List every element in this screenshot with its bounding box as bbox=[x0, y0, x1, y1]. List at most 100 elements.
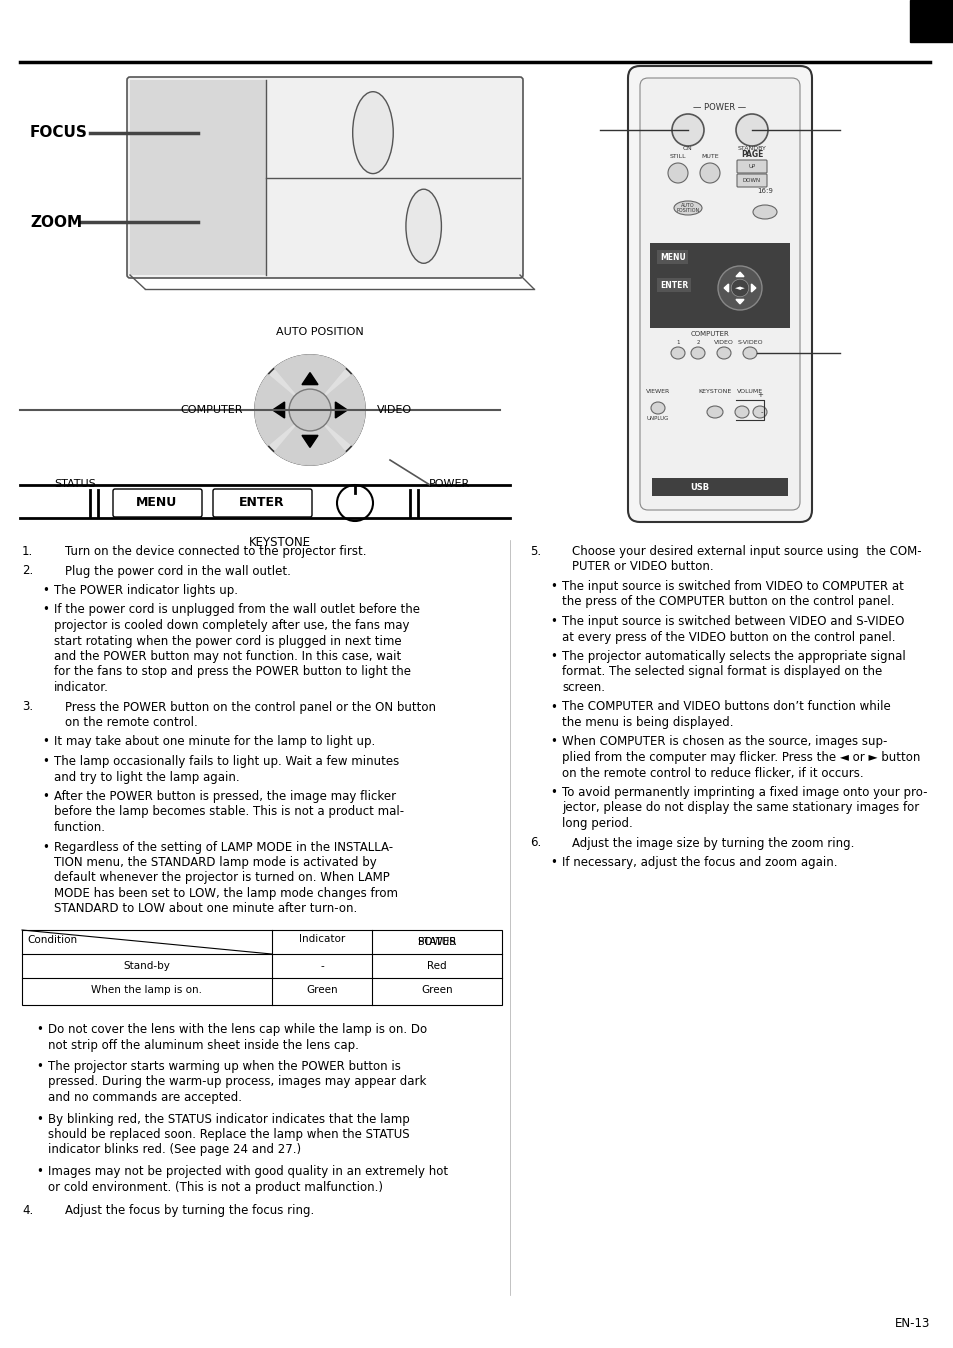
Text: Images may not be projected with good quality in an extremely hot: Images may not be projected with good qu… bbox=[48, 1165, 448, 1178]
Text: Press the POWER button on the control panel or the ON button: Press the POWER button on the control pa… bbox=[65, 701, 436, 713]
Text: VIEWER: VIEWER bbox=[645, 390, 669, 394]
Text: plied from the computer may flicker. Press the ◄ or ► button: plied from the computer may flicker. Pre… bbox=[561, 751, 920, 764]
Bar bbox=[130, 80, 266, 275]
Wedge shape bbox=[274, 355, 345, 410]
Wedge shape bbox=[274, 410, 345, 465]
Text: Choose your desired external input source using  the COM-: Choose your desired external input sourc… bbox=[572, 545, 921, 558]
Text: STATUS: STATUS bbox=[54, 479, 95, 489]
Ellipse shape bbox=[706, 406, 722, 418]
Text: the press of the COMPUTER button on the control panel.: the press of the COMPUTER button on the … bbox=[561, 596, 894, 608]
Text: When the lamp is on.: When the lamp is on. bbox=[91, 985, 202, 995]
Text: The input source is switched between VIDEO and S-VIDEO: The input source is switched between VID… bbox=[561, 615, 903, 628]
Text: EN-13: EN-13 bbox=[894, 1317, 929, 1330]
Ellipse shape bbox=[670, 346, 684, 359]
Text: S-VIDEO: S-VIDEO bbox=[737, 340, 762, 345]
Text: long period.: long period. bbox=[561, 817, 632, 830]
Text: The COMPUTER and VIDEO buttons don’t function while: The COMPUTER and VIDEO buttons don’t fun… bbox=[561, 701, 890, 713]
Text: PUTER or VIDEO button.: PUTER or VIDEO button. bbox=[572, 561, 713, 573]
Text: 6.: 6. bbox=[530, 837, 540, 849]
Text: ENTER: ENTER bbox=[659, 280, 687, 290]
Polygon shape bbox=[335, 402, 347, 418]
Ellipse shape bbox=[752, 406, 766, 418]
Circle shape bbox=[289, 390, 331, 431]
Text: •: • bbox=[550, 736, 557, 748]
Text: and the POWER button may not function. In this case, wait: and the POWER button may not function. I… bbox=[54, 650, 401, 663]
Text: Regardless of the setting of LAMP MODE in the INSTALLA-: Regardless of the setting of LAMP MODE i… bbox=[54, 841, 393, 853]
Text: FOCUS: FOCUS bbox=[30, 125, 88, 140]
Text: MUTE: MUTE bbox=[700, 154, 718, 159]
Text: •: • bbox=[550, 856, 557, 869]
Text: ZOOM: ZOOM bbox=[30, 214, 82, 231]
Text: Condition: Condition bbox=[27, 936, 77, 945]
Text: KEYSTONE: KEYSTONE bbox=[698, 390, 731, 394]
Text: on the remote control.: on the remote control. bbox=[65, 716, 197, 729]
Circle shape bbox=[700, 163, 720, 183]
Ellipse shape bbox=[752, 205, 776, 218]
Text: -: - bbox=[320, 961, 323, 971]
Text: •: • bbox=[550, 786, 557, 799]
Wedge shape bbox=[310, 375, 365, 445]
Text: •: • bbox=[36, 1165, 43, 1178]
Text: Turn on the device connected to the projector first.: Turn on the device connected to the proj… bbox=[65, 545, 366, 558]
Text: •: • bbox=[36, 1112, 43, 1126]
Ellipse shape bbox=[650, 402, 664, 414]
Polygon shape bbox=[723, 284, 728, 293]
Polygon shape bbox=[302, 372, 317, 384]
Text: After the POWER button is pressed, the image may flicker: After the POWER button is pressed, the i… bbox=[54, 790, 395, 803]
Text: 3.: 3. bbox=[22, 701, 33, 713]
Circle shape bbox=[671, 115, 703, 146]
FancyBboxPatch shape bbox=[627, 66, 811, 522]
Text: start rotating when the power cord is plugged in next time: start rotating when the power cord is pl… bbox=[54, 635, 401, 647]
Text: POWER: POWER bbox=[417, 937, 456, 948]
Circle shape bbox=[254, 355, 365, 465]
Ellipse shape bbox=[734, 406, 748, 418]
Circle shape bbox=[718, 266, 761, 310]
Text: before the lamp becomes stable. This is not a product mal-: before the lamp becomes stable. This is … bbox=[54, 806, 404, 818]
Text: Green: Green bbox=[421, 985, 453, 995]
Text: When COMPUTER is chosen as the source, images sup-: When COMPUTER is chosen as the source, i… bbox=[561, 736, 886, 748]
Text: 4.: 4. bbox=[22, 1204, 33, 1217]
Text: COMPUTER: COMPUTER bbox=[180, 404, 243, 415]
Text: STATUS: STATUS bbox=[417, 937, 456, 948]
Bar bbox=[649, 243, 789, 328]
Text: Adjust the focus by turning the focus ring.: Adjust the focus by turning the focus ri… bbox=[65, 1204, 314, 1217]
Text: 1.: 1. bbox=[22, 545, 33, 558]
Text: STANDARD to LOW about one minute after turn-on.: STANDARD to LOW about one minute after t… bbox=[54, 903, 356, 915]
Text: and no commands are accepted.: and no commands are accepted. bbox=[48, 1091, 242, 1104]
Text: The projector starts warming up when the POWER button is: The projector starts warming up when the… bbox=[48, 1060, 400, 1073]
Text: MENU: MENU bbox=[136, 496, 177, 510]
Text: The POWER indicator lights up.: The POWER indicator lights up. bbox=[54, 584, 237, 597]
Polygon shape bbox=[735, 299, 743, 303]
Text: •: • bbox=[36, 1060, 43, 1073]
Text: should be replaced soon. Replace the lamp when the STATUS: should be replaced soon. Replace the lam… bbox=[48, 1128, 409, 1140]
Ellipse shape bbox=[690, 346, 704, 359]
Text: 2.: 2. bbox=[22, 565, 33, 577]
Text: USB: USB bbox=[690, 483, 709, 492]
Text: screen.: screen. bbox=[561, 681, 604, 694]
Text: MODE has been set to LOW, the lamp mode changes from: MODE has been set to LOW, the lamp mode … bbox=[54, 887, 397, 900]
Bar bbox=[651, 479, 787, 496]
Polygon shape bbox=[751, 284, 755, 293]
Text: •: • bbox=[42, 790, 49, 803]
Ellipse shape bbox=[353, 92, 393, 174]
FancyBboxPatch shape bbox=[127, 77, 522, 278]
Circle shape bbox=[336, 485, 373, 520]
Text: on the remote control to reduce flicker, if it occurs.: on the remote control to reduce flicker,… bbox=[561, 767, 862, 779]
FancyBboxPatch shape bbox=[737, 160, 766, 173]
Text: pressed. During the warm-up process, images may appear dark: pressed. During the warm-up process, ima… bbox=[48, 1076, 426, 1088]
Text: KEYSTONE: KEYSTONE bbox=[249, 537, 311, 549]
Text: jector, please do not display the same stationary images for: jector, please do not display the same s… bbox=[561, 802, 919, 814]
Text: ENTER: ENTER bbox=[239, 496, 285, 510]
Text: •: • bbox=[42, 841, 49, 853]
Text: By blinking red, the STATUS indicator indicates that the lamp: By blinking red, the STATUS indicator in… bbox=[48, 1112, 410, 1126]
Text: STILL: STILL bbox=[669, 154, 685, 159]
Text: — POWER —: — POWER — bbox=[693, 104, 746, 112]
Ellipse shape bbox=[717, 346, 730, 359]
Text: MENU: MENU bbox=[659, 252, 685, 262]
Text: PAGE: PAGE bbox=[740, 150, 762, 159]
Bar bbox=[909, 0, 953, 42]
Text: COMPUTER: COMPUTER bbox=[690, 332, 729, 337]
Text: VIDEO: VIDEO bbox=[376, 404, 412, 415]
Text: •: • bbox=[36, 1023, 43, 1037]
FancyBboxPatch shape bbox=[213, 489, 312, 518]
